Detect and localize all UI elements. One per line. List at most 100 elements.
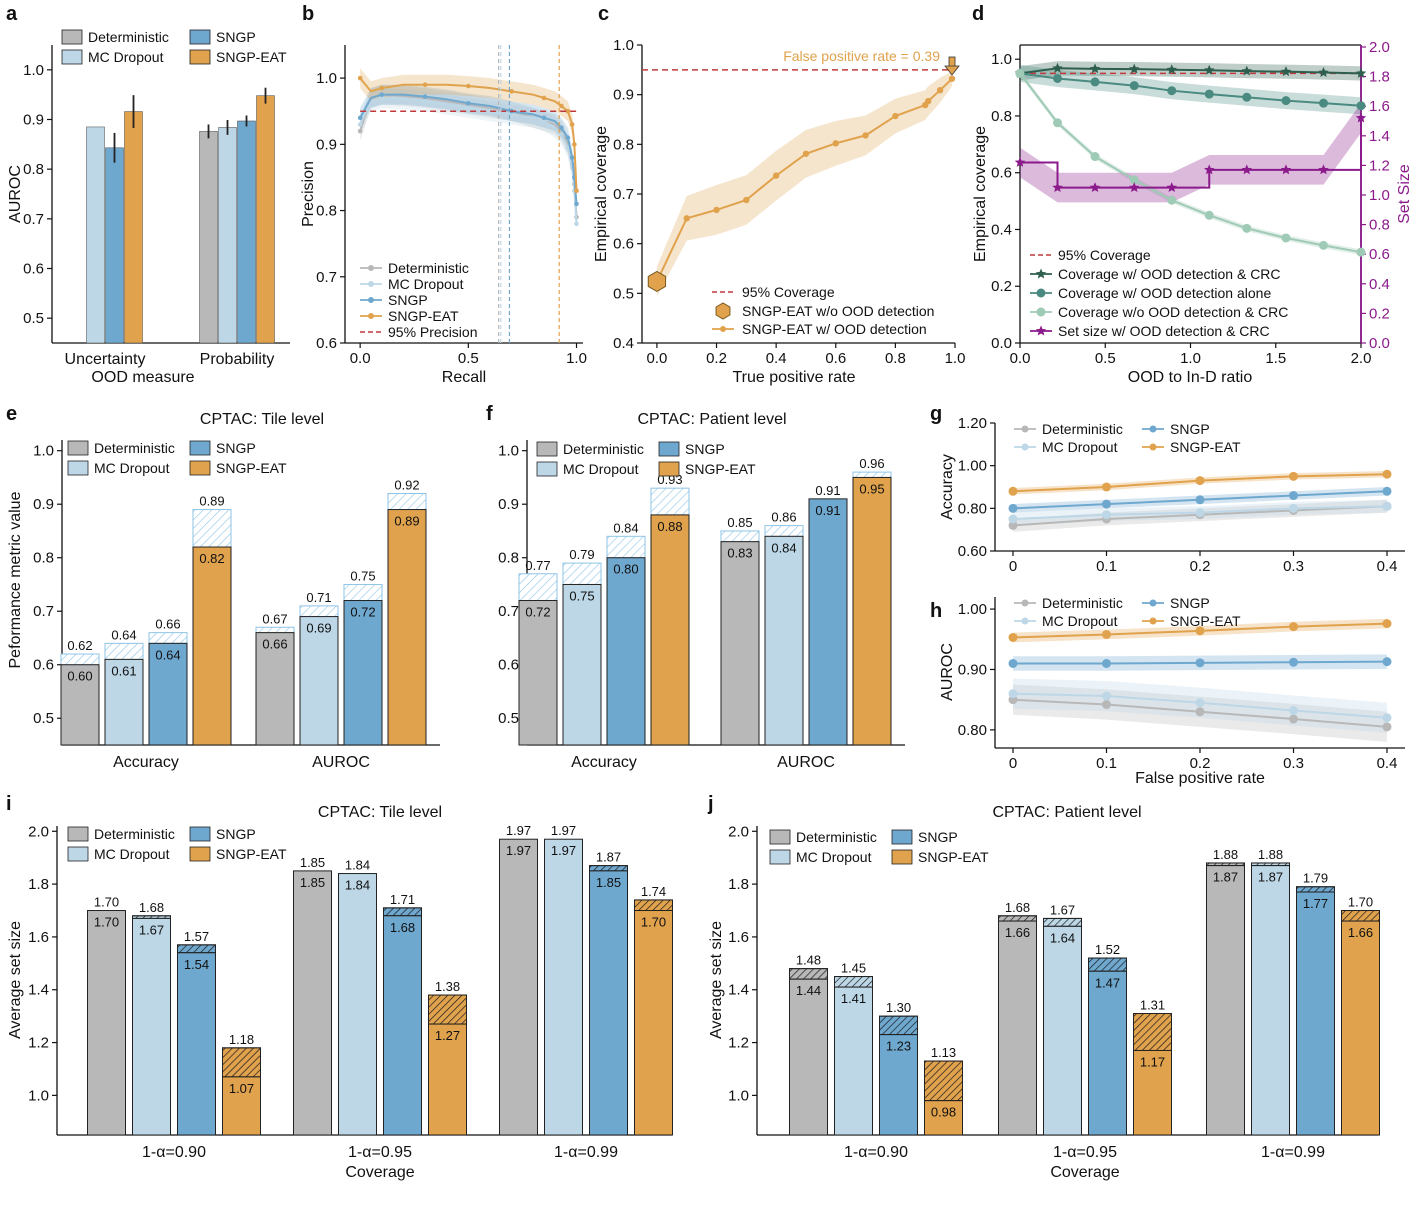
point-eat [1289, 622, 1298, 632]
bar-increment-hatch-sngp [1088, 957, 1127, 972]
y-tick-label: 1.0 [498, 443, 519, 460]
bar-value-label: 1.85 [596, 875, 621, 890]
circle-marker [1242, 223, 1252, 233]
bar-sngp [105, 147, 124, 344]
bar-top-label: 0.64 [111, 627, 136, 642]
x-tick-label: 0 [1009, 558, 1017, 575]
bar-top-label: 1.97 [551, 823, 576, 838]
legend-swatch-eat [658, 461, 680, 477]
circle-marker [1356, 247, 1366, 257]
legend-swatch-eat [189, 49, 211, 65]
bar-eat [222, 1076, 261, 1136]
point-sngp [1102, 499, 1111, 509]
right-y-tick-label: 1.6 [1369, 98, 1390, 115]
x-tick-label: 0.2 [706, 350, 727, 367]
point-mc [1008, 689, 1018, 699]
bar-increment-det [60, 653, 100, 666]
point-mc [1382, 713, 1392, 723]
band-det [360, 84, 577, 228]
legend-label: Set size w/ OOD detection & CRC [1058, 323, 1270, 339]
point-mc [509, 112, 514, 117]
legend-swatch-mc [67, 460, 89, 476]
bar-increment-det [518, 573, 558, 602]
circle-marker [1090, 152, 1100, 162]
point-mc [1102, 691, 1111, 701]
bar-top-label: 0.66 [155, 617, 180, 632]
bar-top-label: 0.79 [569, 547, 594, 562]
y-axis-label: Empirical coverage [593, 126, 610, 262]
bar-top-label: 1.70 [94, 895, 119, 910]
bar-increment-hatch-sngp [383, 907, 422, 917]
panel-c: c 0.4 0.5 0.6 0.7 0.8 0.9 1.0 0.0 0.2 0.4 0.6 0.8 1.0… [593, 3, 965, 386]
y-tick-label: 1.0 [316, 70, 337, 87]
bar-top-label: 1.84 [345, 858, 370, 873]
point-sngp [422, 94, 428, 99]
bar-increment-hatch-eat [924, 1060, 963, 1102]
y-tick-label: 1.0 [991, 51, 1012, 68]
point-sngp [574, 201, 579, 207]
bar-value-label: 0.69 [306, 621, 331, 636]
bar-top-label: 0.89 [199, 494, 224, 509]
bar-increment-hatch-mc [834, 976, 873, 988]
point-eat [1382, 469, 1392, 479]
y-tick-label: 1.8 [28, 876, 49, 893]
x-category-label: Accuracy [571, 754, 637, 771]
y-axis-label: Precision [300, 161, 317, 227]
bar-sngp [606, 557, 646, 746]
bar-eat [192, 546, 232, 746]
y-tick-label: 0.6 [613, 236, 634, 253]
point-mc [1195, 698, 1205, 708]
panel-e: e 0.5 0.6 0.7 0.8 0.9 1.0 Peformance metric val… [6, 403, 440, 771]
hexagon-marker [647, 270, 667, 292]
point-sngp [1008, 658, 1018, 668]
star-marker [1355, 67, 1367, 78]
legend-label-det: Deterministic [1042, 421, 1123, 437]
legend-label-mc: MC Dropout [94, 846, 170, 862]
y-tick-label: 0.7 [498, 603, 519, 620]
bar-mc [1043, 925, 1082, 1136]
bar-top-label: 0.96 [859, 456, 884, 471]
point-mc [379, 95, 385, 101]
x-tick-label: 0.4 [1377, 755, 1398, 772]
legend-circle [1036, 288, 1046, 298]
legend-label-mc: MC Dropout [1042, 439, 1118, 455]
bar-value-label: 1.77 [1303, 896, 1328, 911]
star-marker [1318, 67, 1329, 77]
band [1020, 64, 1361, 115]
x-tick-label: 1.5 [1265, 350, 1286, 367]
bar-increment-sngp [343, 583, 383, 602]
legend-marker [368, 281, 374, 287]
band [1020, 103, 1361, 203]
bar-increment-eat [387, 493, 427, 511]
bar-eat [428, 1023, 467, 1136]
point-sngp [1102, 658, 1111, 668]
bar-top-label: 0.71 [306, 590, 331, 605]
bar-top-label: 0.77 [525, 558, 550, 573]
legend-label-sngp: SNGP [918, 829, 958, 845]
y-axis-label: Peformance metric value [7, 491, 24, 668]
legend-label-sngp: SNGP [216, 29, 256, 45]
coverage-point [683, 215, 690, 222]
bar-eat [256, 95, 275, 344]
circle-marker [1167, 195, 1177, 205]
point-mc [559, 132, 564, 137]
legend-label: SNGP [388, 292, 428, 308]
x-tick-label: 0.5 [1095, 350, 1116, 367]
point-eat [1008, 486, 1018, 496]
legend-marker [368, 297, 374, 303]
y-tick-label: 1.2 [728, 1035, 749, 1052]
bar-top-label: 1.67 [1050, 902, 1075, 917]
legend-label: 95% Precision [388, 324, 478, 340]
bar-increment-hatch-eat [1341, 910, 1380, 922]
bar-value-label: 1.87 [1258, 870, 1283, 885]
right-y-tick-label: 1.4 [1369, 128, 1390, 145]
legend-label: 95% Coverage [1058, 247, 1151, 263]
legend-marker-det [1021, 425, 1029, 433]
y-tick-label: 0.80 [958, 500, 987, 517]
x-category-label: 1-α=0.95 [348, 1144, 412, 1161]
bar-eat [1133, 1049, 1172, 1136]
right-y-tick-label: 0.8 [1369, 217, 1390, 234]
bar-top-label: 1.52 [1095, 942, 1120, 957]
panel-label: c [598, 3, 609, 25]
legend-label-det: Deterministic [94, 440, 175, 456]
